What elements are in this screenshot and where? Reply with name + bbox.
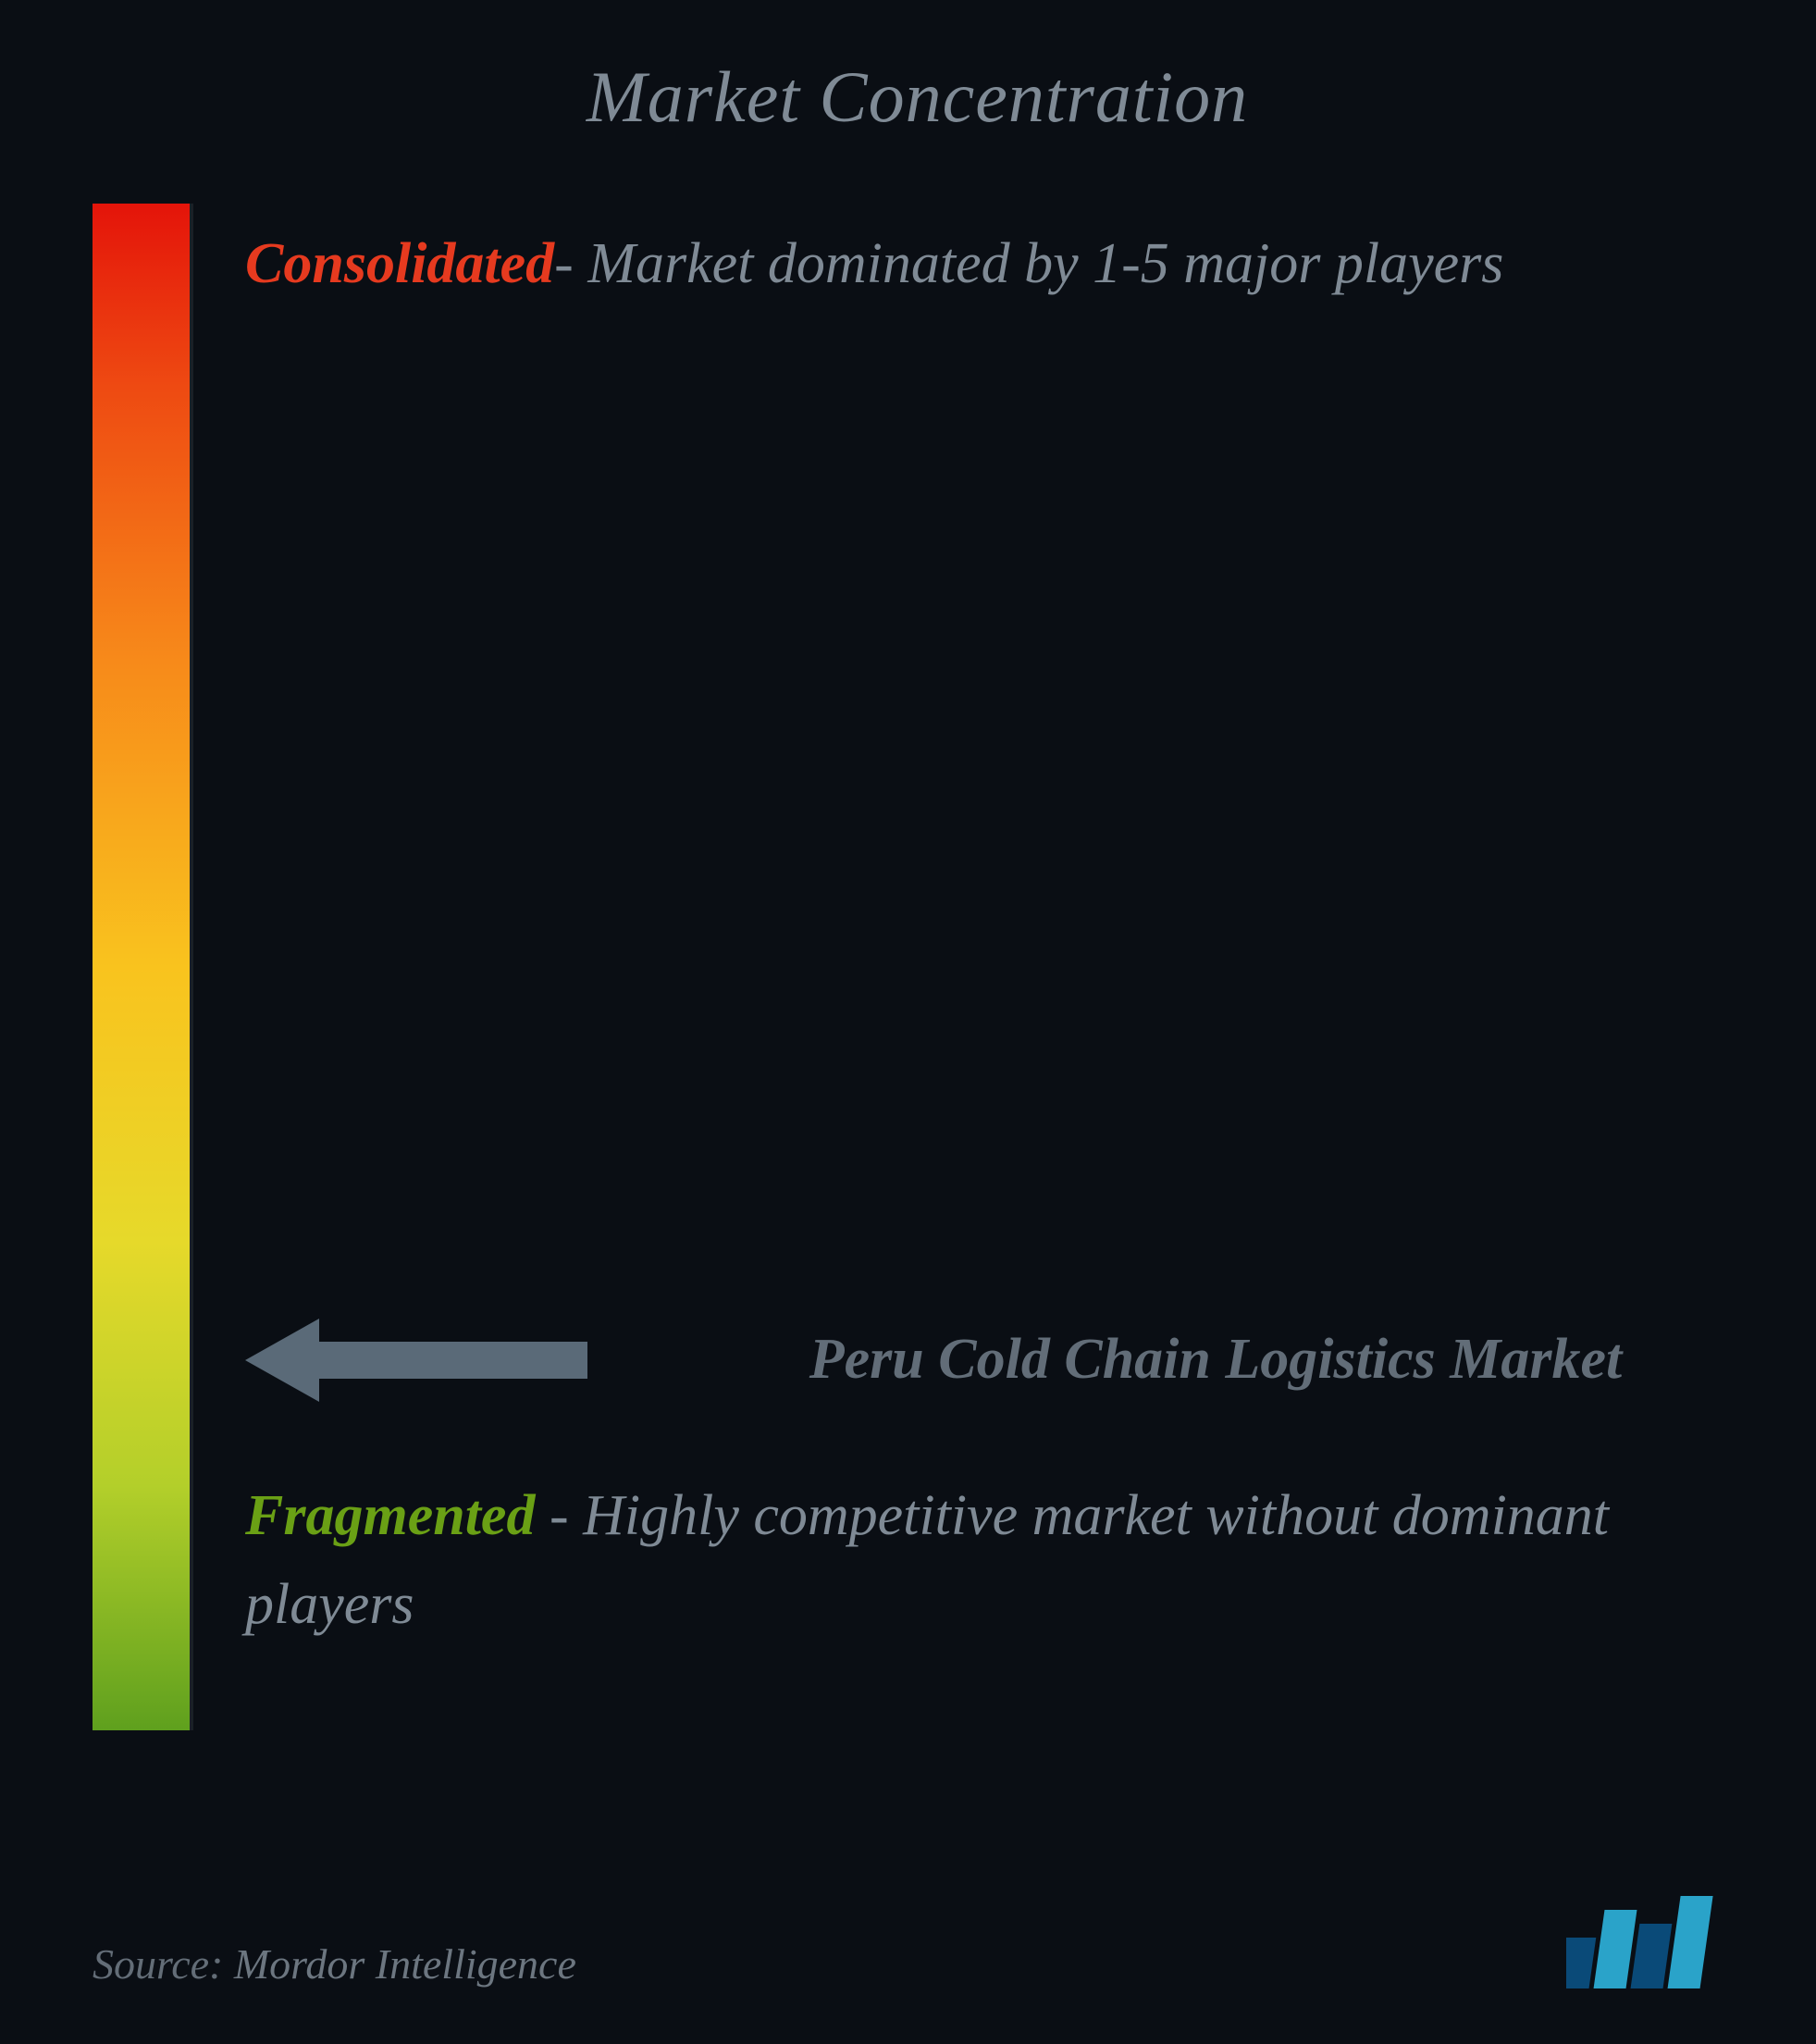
concentration-scale	[93, 204, 190, 1730]
source-line: Source: Mordor Intelligence	[93, 1939, 576, 1988]
consolidated-rest: - Market dominated by 1-5 major players	[554, 232, 1503, 295]
fragmented-text: Fragmented - Highly competitive market w…	[245, 1471, 1742, 1649]
page-title: Market Concentration	[93, 56, 1742, 139]
consolidated-annotation: Consolidated- Market dominated by 1-5 ma…	[245, 219, 1742, 308]
scale-edge	[190, 204, 193, 1730]
scale-gradient	[93, 204, 190, 1730]
annotations-column: Consolidated- Market dominated by 1-5 ma…	[245, 204, 1742, 1730]
brand-logo-icon	[1566, 1887, 1723, 1988]
consolidated-lead: Consolidated	[245, 232, 554, 295]
footer: Source: Mordor Intelligence	[93, 1887, 1723, 1988]
market-name-label: Peru Cold Chain Logistics Market	[689, 1325, 1742, 1394]
source-label: Source:	[93, 1940, 223, 1988]
consolidated-text: Consolidated- Market dominated by 1-5 ma…	[245, 219, 1742, 308]
market-marker: Peru Cold Chain Logistics Market	[245, 1319, 1742, 1402]
fragmented-annotation: Fragmented - Highly competitive market w…	[245, 1471, 1742, 1649]
fragmented-lead: Fragmented	[245, 1484, 535, 1547]
arrow-left-icon	[245, 1319, 587, 1402]
source-value: Mordor Intelligence	[234, 1940, 576, 1988]
concentration-figure: Consolidated- Market dominated by 1-5 ma…	[93, 204, 1742, 1730]
